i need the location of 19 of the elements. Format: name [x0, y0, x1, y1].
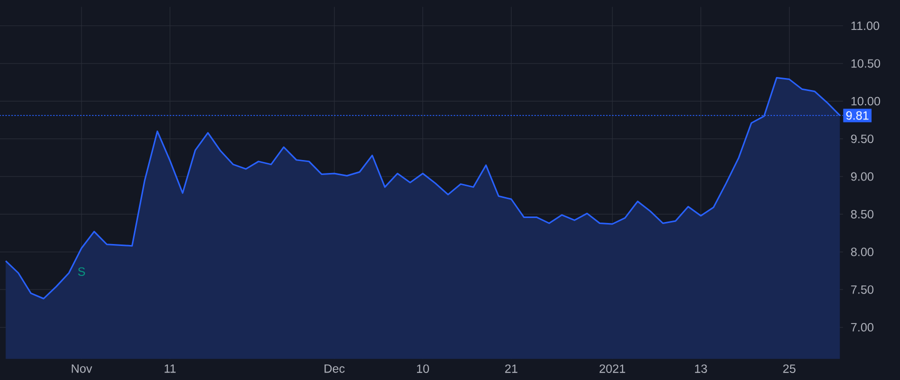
x-tick-label: 11: [164, 364, 176, 373]
x-tick-label: 21: [505, 364, 518, 373]
y-tick-label: 8.00: [851, 248, 874, 256]
x-tick-label: 25: [783, 364, 796, 373]
y-tick-label: 9.00: [851, 172, 874, 181]
y-tick-label: 11.00: [851, 22, 880, 30]
y-tick-label: 10.00: [851, 96, 880, 106]
x-tick-label: Nov: [72, 364, 92, 373]
ref-line-label: 9.81: [846, 111, 868, 120]
x-tick-label: 2021: [600, 364, 626, 373]
y-tick-label: 9.50: [851, 134, 874, 144]
y-tick-label: 10.50: [851, 59, 880, 68]
y-tick-label: 7.50: [851, 285, 874, 294]
annotation: S: [78, 267, 85, 276]
x-tick-label: Dec: [324, 364, 345, 373]
y-tick-label: 8.50: [851, 210, 874, 218]
x-tick-label: 13: [695, 364, 707, 373]
x-tick-label: 10: [417, 364, 429, 373]
y-tick-label: 7.00: [851, 323, 874, 332]
